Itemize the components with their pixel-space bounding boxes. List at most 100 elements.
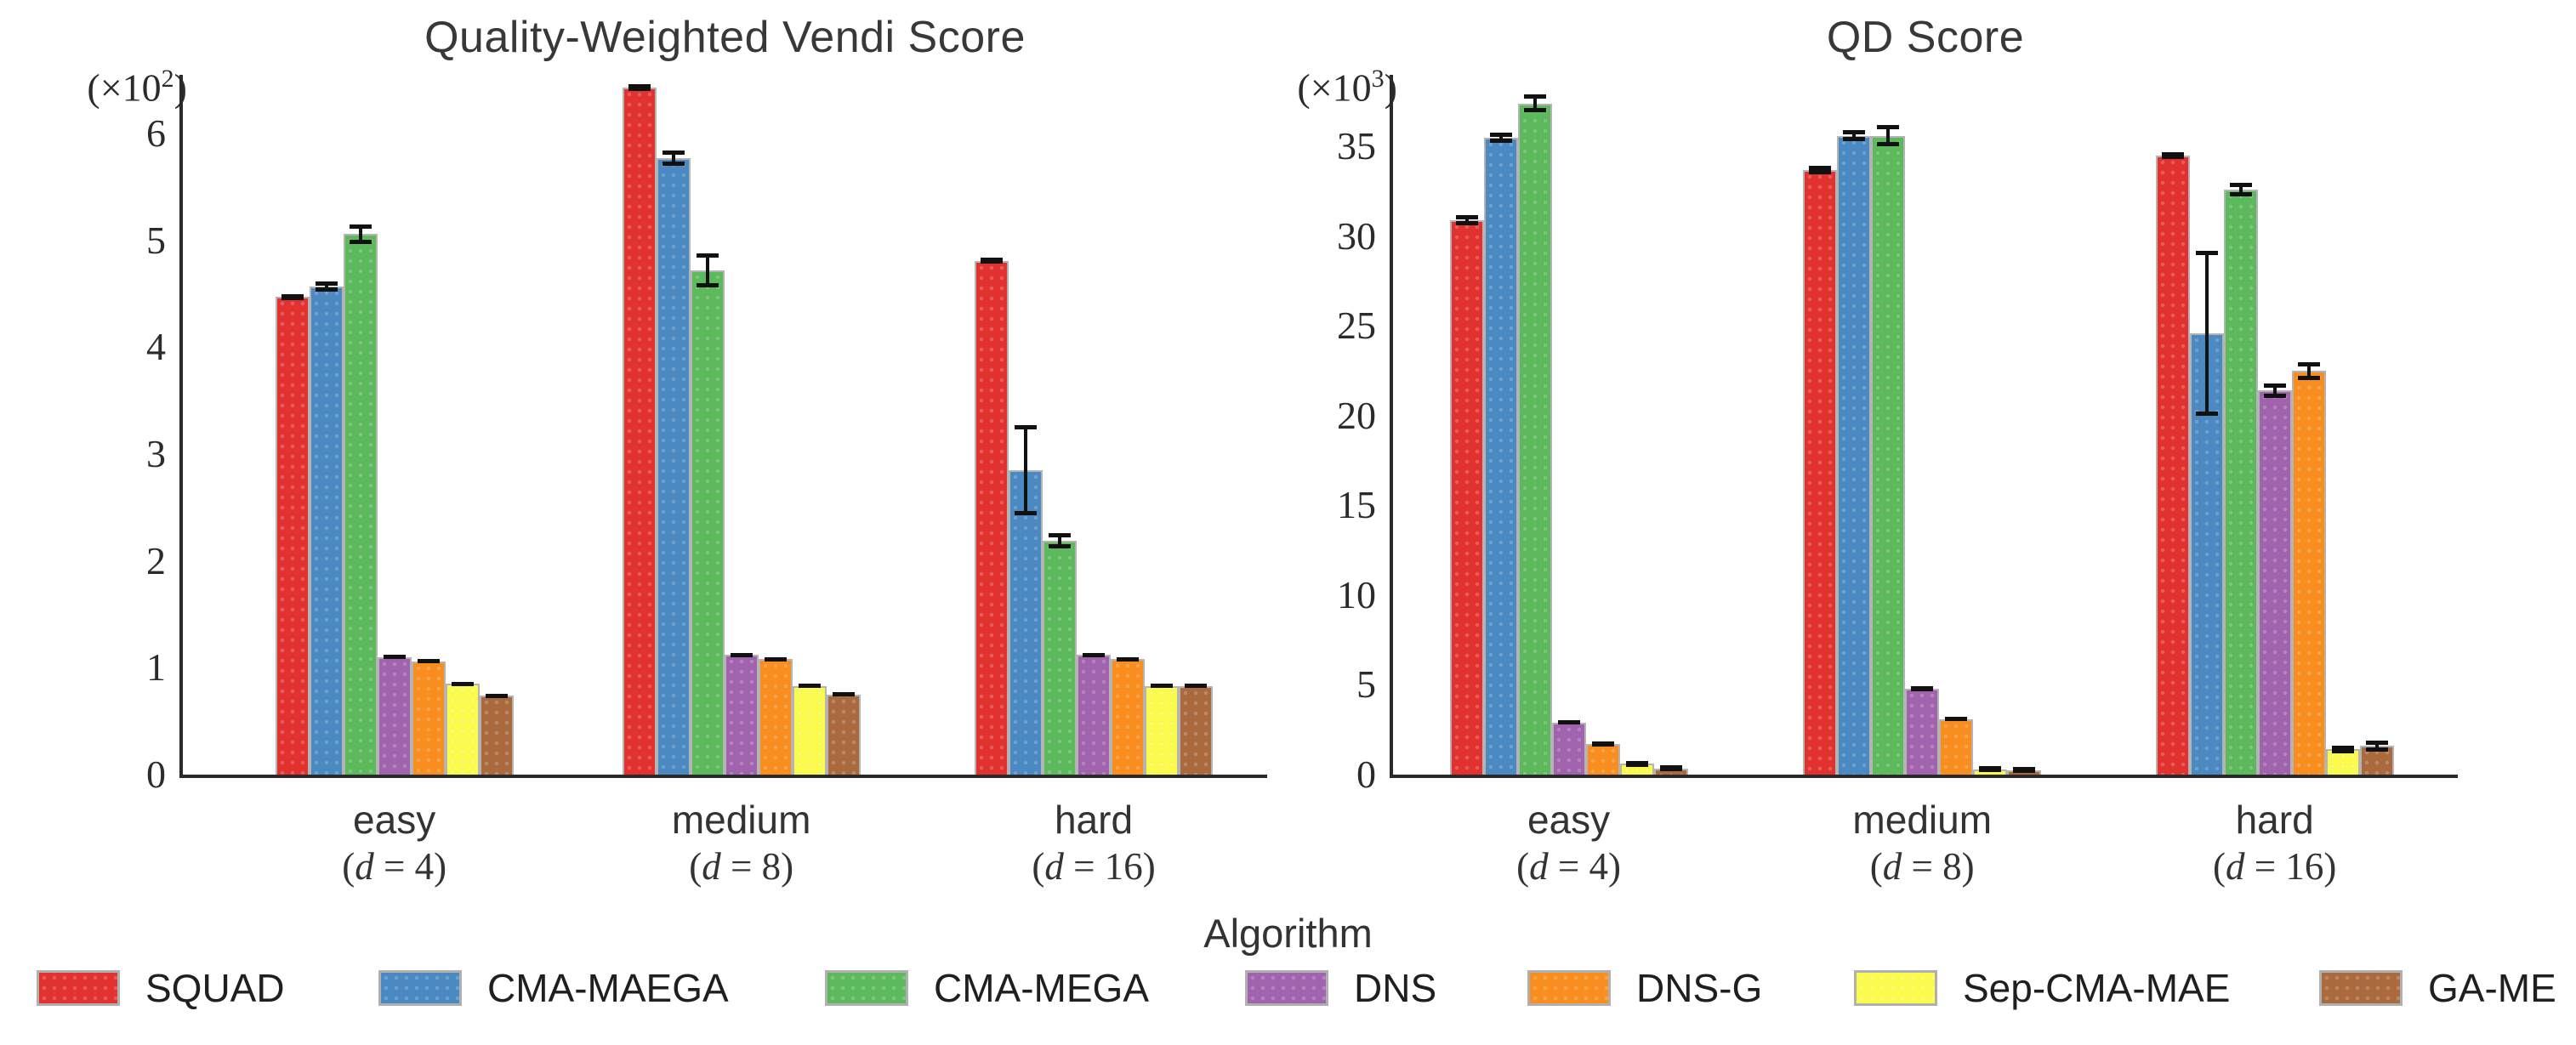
bar-SQUAD-medium: [622, 88, 657, 775]
bar-CMA-MAEGA-medium: [656, 158, 691, 775]
bar-Sep-CMA-MAE-hard: [2325, 749, 2360, 775]
error-cap-bottom: [1117, 656, 1139, 662]
legend-label: CMA-MEGA: [934, 966, 1149, 1010]
bar-SQUAD-hard: [975, 260, 1009, 775]
error-cap-bottom: [1185, 684, 1207, 689]
error-cap-bottom: [696, 283, 719, 288]
error-cap-top: [1523, 94, 1546, 99]
bar-CMA-MEGA-medium: [1871, 135, 1906, 775]
x-category-name: hard: [2235, 798, 2314, 842]
y-tick-label: 4: [146, 325, 166, 369]
legend-item-CMA-MEGA: CMA-MEGA: [825, 966, 1149, 1010]
x-category-sublabel: (d = 8): [689, 845, 794, 888]
error-bar-DNS-G-hard: [2306, 361, 2311, 380]
bar-CMA-MAEGA-medium: [1837, 135, 1872, 775]
x-category-name: medium: [1852, 798, 1993, 842]
error-cap-top: [1049, 533, 1071, 538]
bar-Sep-CMA-MAE-easy: [445, 684, 480, 775]
left-y-scale-label: (×102): [87, 65, 187, 110]
error-bar-CMA-MAEGA-medium: [1852, 130, 1857, 142]
x-category-sublabel: (d = 8): [1869, 845, 1975, 888]
error-bar-CMA-MAEGA-medium: [671, 151, 675, 166]
error-cap-bottom: [451, 681, 474, 686]
error-cap-bottom: [1489, 139, 1512, 144]
y-tick-label: 0: [146, 753, 166, 796]
error-cap-bottom: [2297, 375, 2320, 380]
legend-item-DNS: DNS: [1245, 966, 1437, 1010]
legend-swatch-Sep-CMA-MAE: [1854, 970, 1937, 1006]
error-cap-top: [981, 257, 1003, 262]
error-bar-CMA-MEGA-easy: [358, 224, 362, 244]
error-cap-bottom: [1083, 652, 1105, 657]
right-y-scale-label: (×103): [1297, 65, 1397, 110]
x-category-name: medium: [671, 798, 811, 842]
x-category-name: hard: [1054, 798, 1134, 842]
error-cap-top: [2195, 250, 2218, 255]
error-cap-bottom: [730, 652, 753, 657]
bar-Sep-CMA-MAE-medium: [792, 685, 827, 775]
y-tick-label: 35: [1337, 124, 1376, 168]
bar-GA-ME-medium: [826, 694, 861, 775]
x-axis-spine: [179, 775, 1267, 778]
right-chart-title: QD Score: [1826, 13, 2025, 62]
error-bar-CMA-MEGA-medium: [705, 253, 709, 288]
error-cap-bottom: [1557, 720, 1580, 725]
bar-SQUAD-easy: [275, 297, 310, 775]
bar-DNS-medium: [1905, 688, 1940, 775]
error-cap-bottom: [383, 655, 406, 660]
error-bar-CMA-MEGA-medium: [1886, 125, 1891, 147]
error-cap-bottom: [1877, 142, 1900, 147]
bar-SQUAD-easy: [1449, 219, 1484, 775]
bar-DNS-G-hard: [1111, 659, 1145, 775]
bar-CMA-MAEGA-easy: [309, 286, 344, 775]
error-cap-top: [2297, 361, 2320, 366]
x-category-label-medium: medium (d = 8): [1794, 798, 2050, 891]
error-cap-top: [2229, 182, 2252, 187]
error-cap-bottom: [2365, 747, 2388, 752]
bar-DNS-G-hard: [2291, 371, 2326, 775]
error-cap-top: [1809, 165, 1832, 170]
y-tick-label: 2: [146, 538, 166, 582]
y-tick-label: 6: [146, 111, 166, 156]
error-bar-SQUAD-medium: [1818, 165, 1823, 175]
bar-DNS-G-medium: [758, 659, 793, 775]
x-category-sublabel: (d = 4): [1516, 845, 1622, 888]
legend-label: SQUAD: [145, 966, 285, 1010]
error-cap-top: [281, 293, 304, 298]
error-bar-GA-ME-hard: [2374, 740, 2379, 752]
x-category-sublabel: (d = 4): [342, 845, 447, 888]
bar-CMA-MEGA-easy: [343, 234, 378, 775]
error-cap-top: [1489, 132, 1512, 137]
legend-label: DNS: [1354, 966, 1437, 1010]
error-cap-top: [2365, 740, 2388, 745]
bar-CMA-MAEGA-easy: [1483, 137, 1518, 775]
error-cap-bottom: [798, 684, 821, 689]
y-tick-label: 20: [1337, 393, 1376, 437]
left-plot-area: [183, 75, 1267, 775]
legend-item-SQUAD: SQUAD: [37, 966, 285, 1010]
bar-CMA-MEGA-easy: [1517, 103, 1552, 775]
error-cap-bottom: [1523, 108, 1546, 113]
error-cap-bottom: [1049, 543, 1071, 548]
x-category-sublabel: (d = 16): [1032, 845, 1156, 888]
bar-DNS-easy: [377, 656, 412, 775]
error-bar-CMA-MAEGA-easy: [324, 281, 328, 292]
error-cap-bottom: [981, 259, 1003, 264]
error-cap-bottom: [662, 161, 685, 166]
error-cap-top: [1015, 425, 1037, 430]
bar-GA-ME-easy: [479, 696, 514, 775]
error-cap-bottom: [315, 287, 338, 292]
error-cap-top: [1455, 214, 1478, 219]
error-cap-top: [1877, 125, 1900, 130]
legend-label: Sep-CMA-MAE: [1963, 966, 2231, 1010]
legend-label: CMA-MAEGA: [487, 966, 729, 1010]
error-cap-bottom: [1843, 137, 1866, 142]
error-cap-bottom: [281, 296, 304, 301]
y-tick-label: 1: [146, 645, 166, 690]
error-cap-bottom: [628, 86, 651, 91]
y-tick-label: 30: [1337, 213, 1376, 258]
error-cap-top: [696, 253, 719, 258]
error-cap-bottom: [1911, 686, 1934, 691]
error-cap-bottom: [2161, 155, 2184, 160]
y-tick-label: 25: [1337, 304, 1376, 348]
